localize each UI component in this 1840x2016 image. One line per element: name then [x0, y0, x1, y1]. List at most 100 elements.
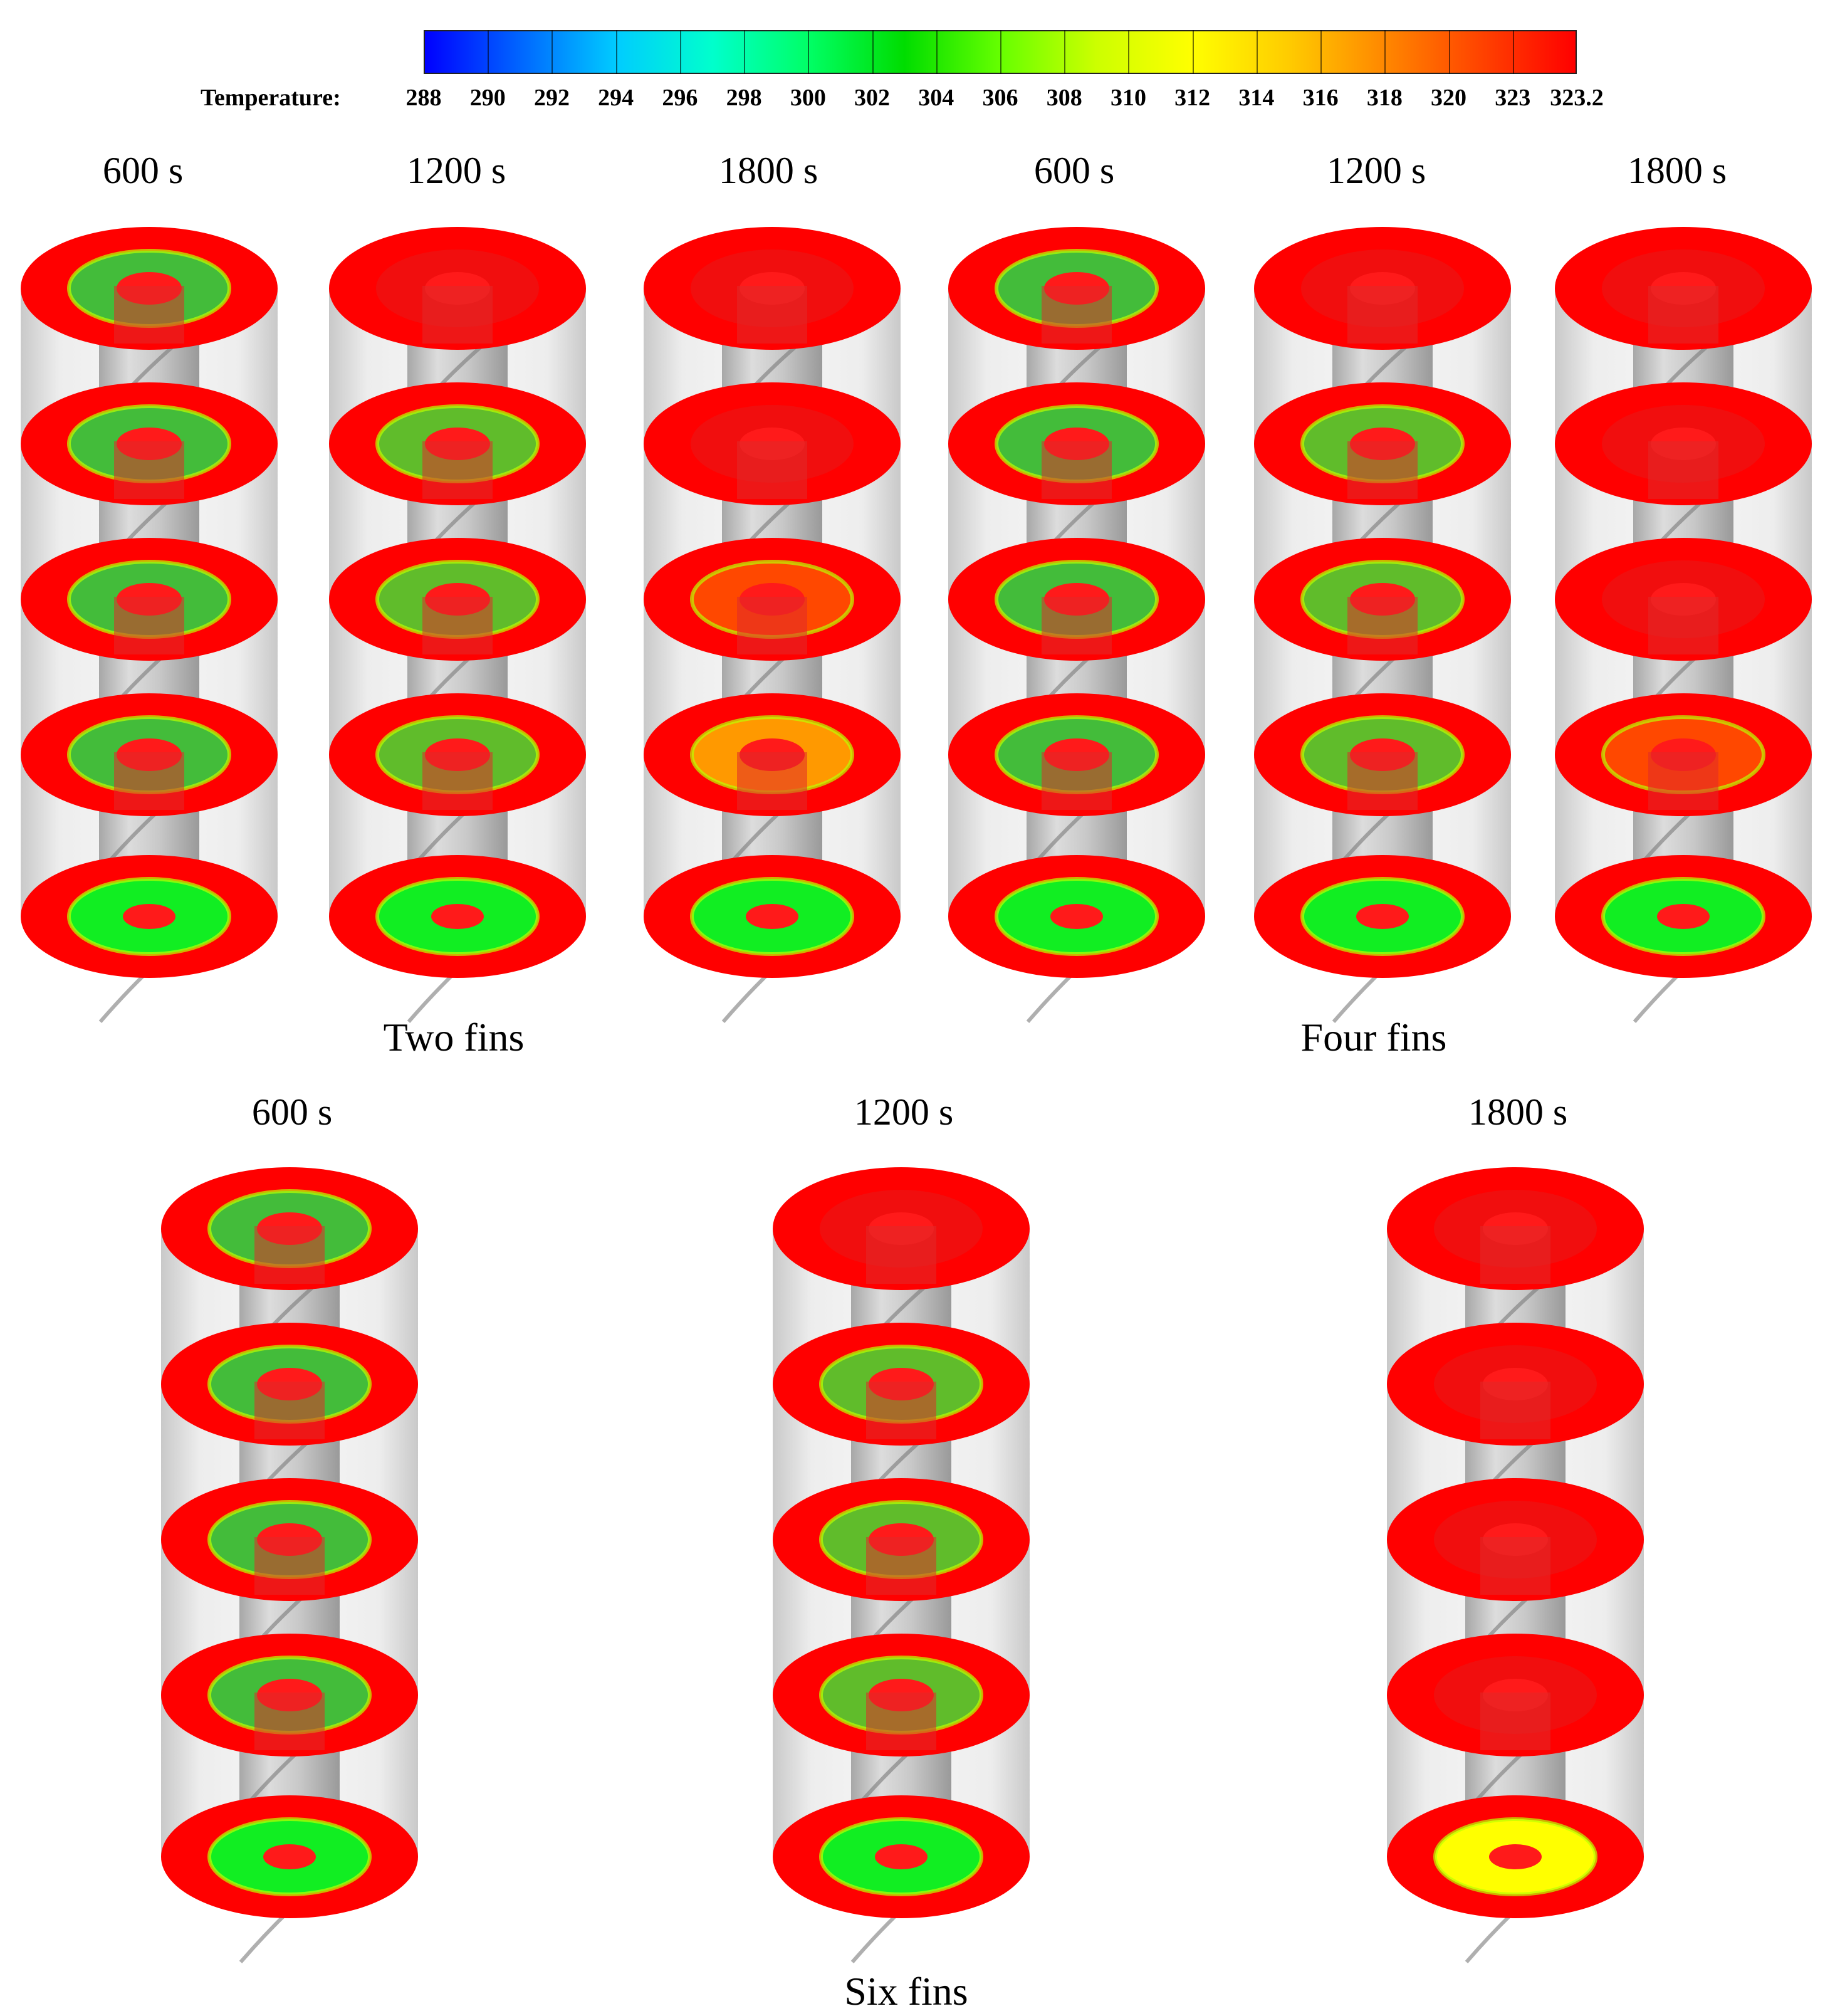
- temperature-slice: [21, 538, 278, 661]
- colorbar-label: 288: [405, 85, 442, 111]
- group-label-four-fins: Four fins: [1300, 1015, 1447, 1059]
- temperature-slice: [773, 1634, 1030, 1756]
- colorbar-tick: [1320, 30, 1322, 74]
- colorbar-label: 300: [790, 85, 826, 111]
- temperature-slice: [1555, 382, 1812, 505]
- temperature-slice: [21, 382, 278, 505]
- time-label-six-fins-1200: 1200 s: [854, 1091, 954, 1133]
- group-label-six-fins: Six fins: [844, 1969, 968, 2013]
- colorbar-label: 320: [1431, 85, 1467, 111]
- time-label-four-fins-1200: 1200 s: [1326, 150, 1426, 191]
- colorbar-tick: [1064, 30, 1066, 74]
- time-label-two-fins-1200: 1200 s: [406, 150, 506, 191]
- tower-four-fins-600s: [948, 227, 1205, 1023]
- temperature-slice: [773, 1478, 1030, 1601]
- temperature-slice: [1254, 382, 1511, 505]
- colorbar-tick: [872, 30, 874, 74]
- tower-six-fins-1800s: [1387, 1167, 1644, 1963]
- colorbar-label: 292: [533, 85, 570, 111]
- colorbar-tick: [488, 30, 489, 74]
- time-label-two-fins-1800: 1800 s: [718, 150, 818, 191]
- temperature-slice: [1254, 855, 1511, 978]
- colorbar-tick: [615, 30, 617, 74]
- colorbar-label: 290: [469, 85, 506, 111]
- colorbar-title: Temperature:: [201, 85, 341, 111]
- colorbar-tick: [744, 30, 746, 74]
- tower-two-fins-1200s: [329, 227, 586, 1023]
- time-label-six-fins-600: 600 s: [251, 1091, 333, 1133]
- temperature-slice: [948, 538, 1205, 661]
- colorbar-label: 312: [1174, 85, 1211, 111]
- temperature-slice: [1555, 855, 1812, 978]
- time-label-four-fins-1800: 1800 s: [1627, 150, 1727, 191]
- group-label-two-fins: Two fins: [383, 1015, 525, 1059]
- temperature-slice: [948, 693, 1205, 816]
- tower-six-fins-1200s: [773, 1167, 1030, 1963]
- colorbar-tick: [1256, 30, 1258, 74]
- temperature-slice: [948, 855, 1205, 978]
- temperature-slice: [644, 227, 901, 350]
- temperature-slice: [329, 382, 586, 505]
- temperature-slice: [161, 1795, 418, 1918]
- tower-six-fins-600s: [161, 1167, 418, 1963]
- temperature-slice: [1555, 227, 1812, 350]
- temperature-slice: [1555, 538, 1812, 661]
- colorbar-tick: [1384, 30, 1386, 74]
- colorbar-label: 323: [1495, 85, 1531, 111]
- temperature-slice: [1387, 1478, 1644, 1601]
- time-label-six-fins-1800: 1800 s: [1468, 1091, 1568, 1133]
- colorbar-label: 310: [1110, 85, 1146, 111]
- temperature-slice: [161, 1323, 418, 1446]
- tower-four-fins-1800s: [1555, 227, 1812, 1023]
- colorbar-tick: [1512, 30, 1514, 74]
- temperature-slice: [773, 1167, 1030, 1290]
- colorbar-label: 323.2: [1550, 85, 1604, 111]
- colorbar-tick: [808, 30, 810, 74]
- temperature-slice: [329, 855, 586, 978]
- colorbar-label: 298: [726, 85, 762, 111]
- tower-two-fins-600s: [21, 227, 278, 1023]
- temperature-slice: [329, 227, 586, 350]
- temperature-slice: [948, 382, 1205, 505]
- temperature-slice: [21, 227, 278, 350]
- temperature-slice: [644, 538, 901, 661]
- tower-four-fins-1200s: [1254, 227, 1511, 1023]
- temperature-slice: [1254, 693, 1511, 816]
- temperature-slice: [1555, 693, 1812, 816]
- tower-two-fins-1800s: [644, 227, 901, 1023]
- temperature-slice: [1387, 1634, 1644, 1756]
- temperature-slice: [329, 538, 586, 661]
- colorbar-label: 318: [1366, 85, 1403, 111]
- temperature-slice: [948, 227, 1205, 350]
- colorbar-label: 316: [1302, 85, 1339, 111]
- temperature-slice: [644, 855, 901, 978]
- temperature-slice: [1387, 1795, 1644, 1918]
- colorbar-tick: [1448, 30, 1450, 74]
- temperature-slice: [773, 1795, 1030, 1918]
- temperature-slice: [1254, 227, 1511, 350]
- temperature-slice: [1387, 1167, 1644, 1290]
- colorbar-label: 302: [854, 85, 891, 111]
- colorbar-tick: [679, 30, 681, 74]
- colorbar-tick: [551, 30, 553, 74]
- temperature-slice: [644, 382, 901, 505]
- temperature-slice: [1254, 538, 1511, 661]
- temperature-slice: [21, 855, 278, 978]
- colorbar-label: 306: [982, 85, 1018, 111]
- colorbar-label: 294: [598, 85, 634, 111]
- colorbar-tick: [1000, 30, 1001, 74]
- colorbar-label: 304: [918, 85, 954, 111]
- colorbar-tick: [936, 30, 938, 74]
- temperature-slice: [161, 1634, 418, 1756]
- time-label-four-fins-600: 600 s: [1033, 150, 1115, 191]
- colorbar-tick: [1128, 30, 1130, 74]
- temperature-slice: [161, 1167, 418, 1290]
- colorbar-label: 314: [1238, 85, 1275, 111]
- colorbar-tick: [1192, 30, 1194, 74]
- temperature-slice: [161, 1478, 418, 1601]
- temperature-slice: [1387, 1323, 1644, 1446]
- temperature-slice: [644, 693, 901, 816]
- temperature-slice: [21, 693, 278, 816]
- colorbar-label: 296: [662, 85, 698, 111]
- colorbar-tick-marks: [424, 30, 1577, 74]
